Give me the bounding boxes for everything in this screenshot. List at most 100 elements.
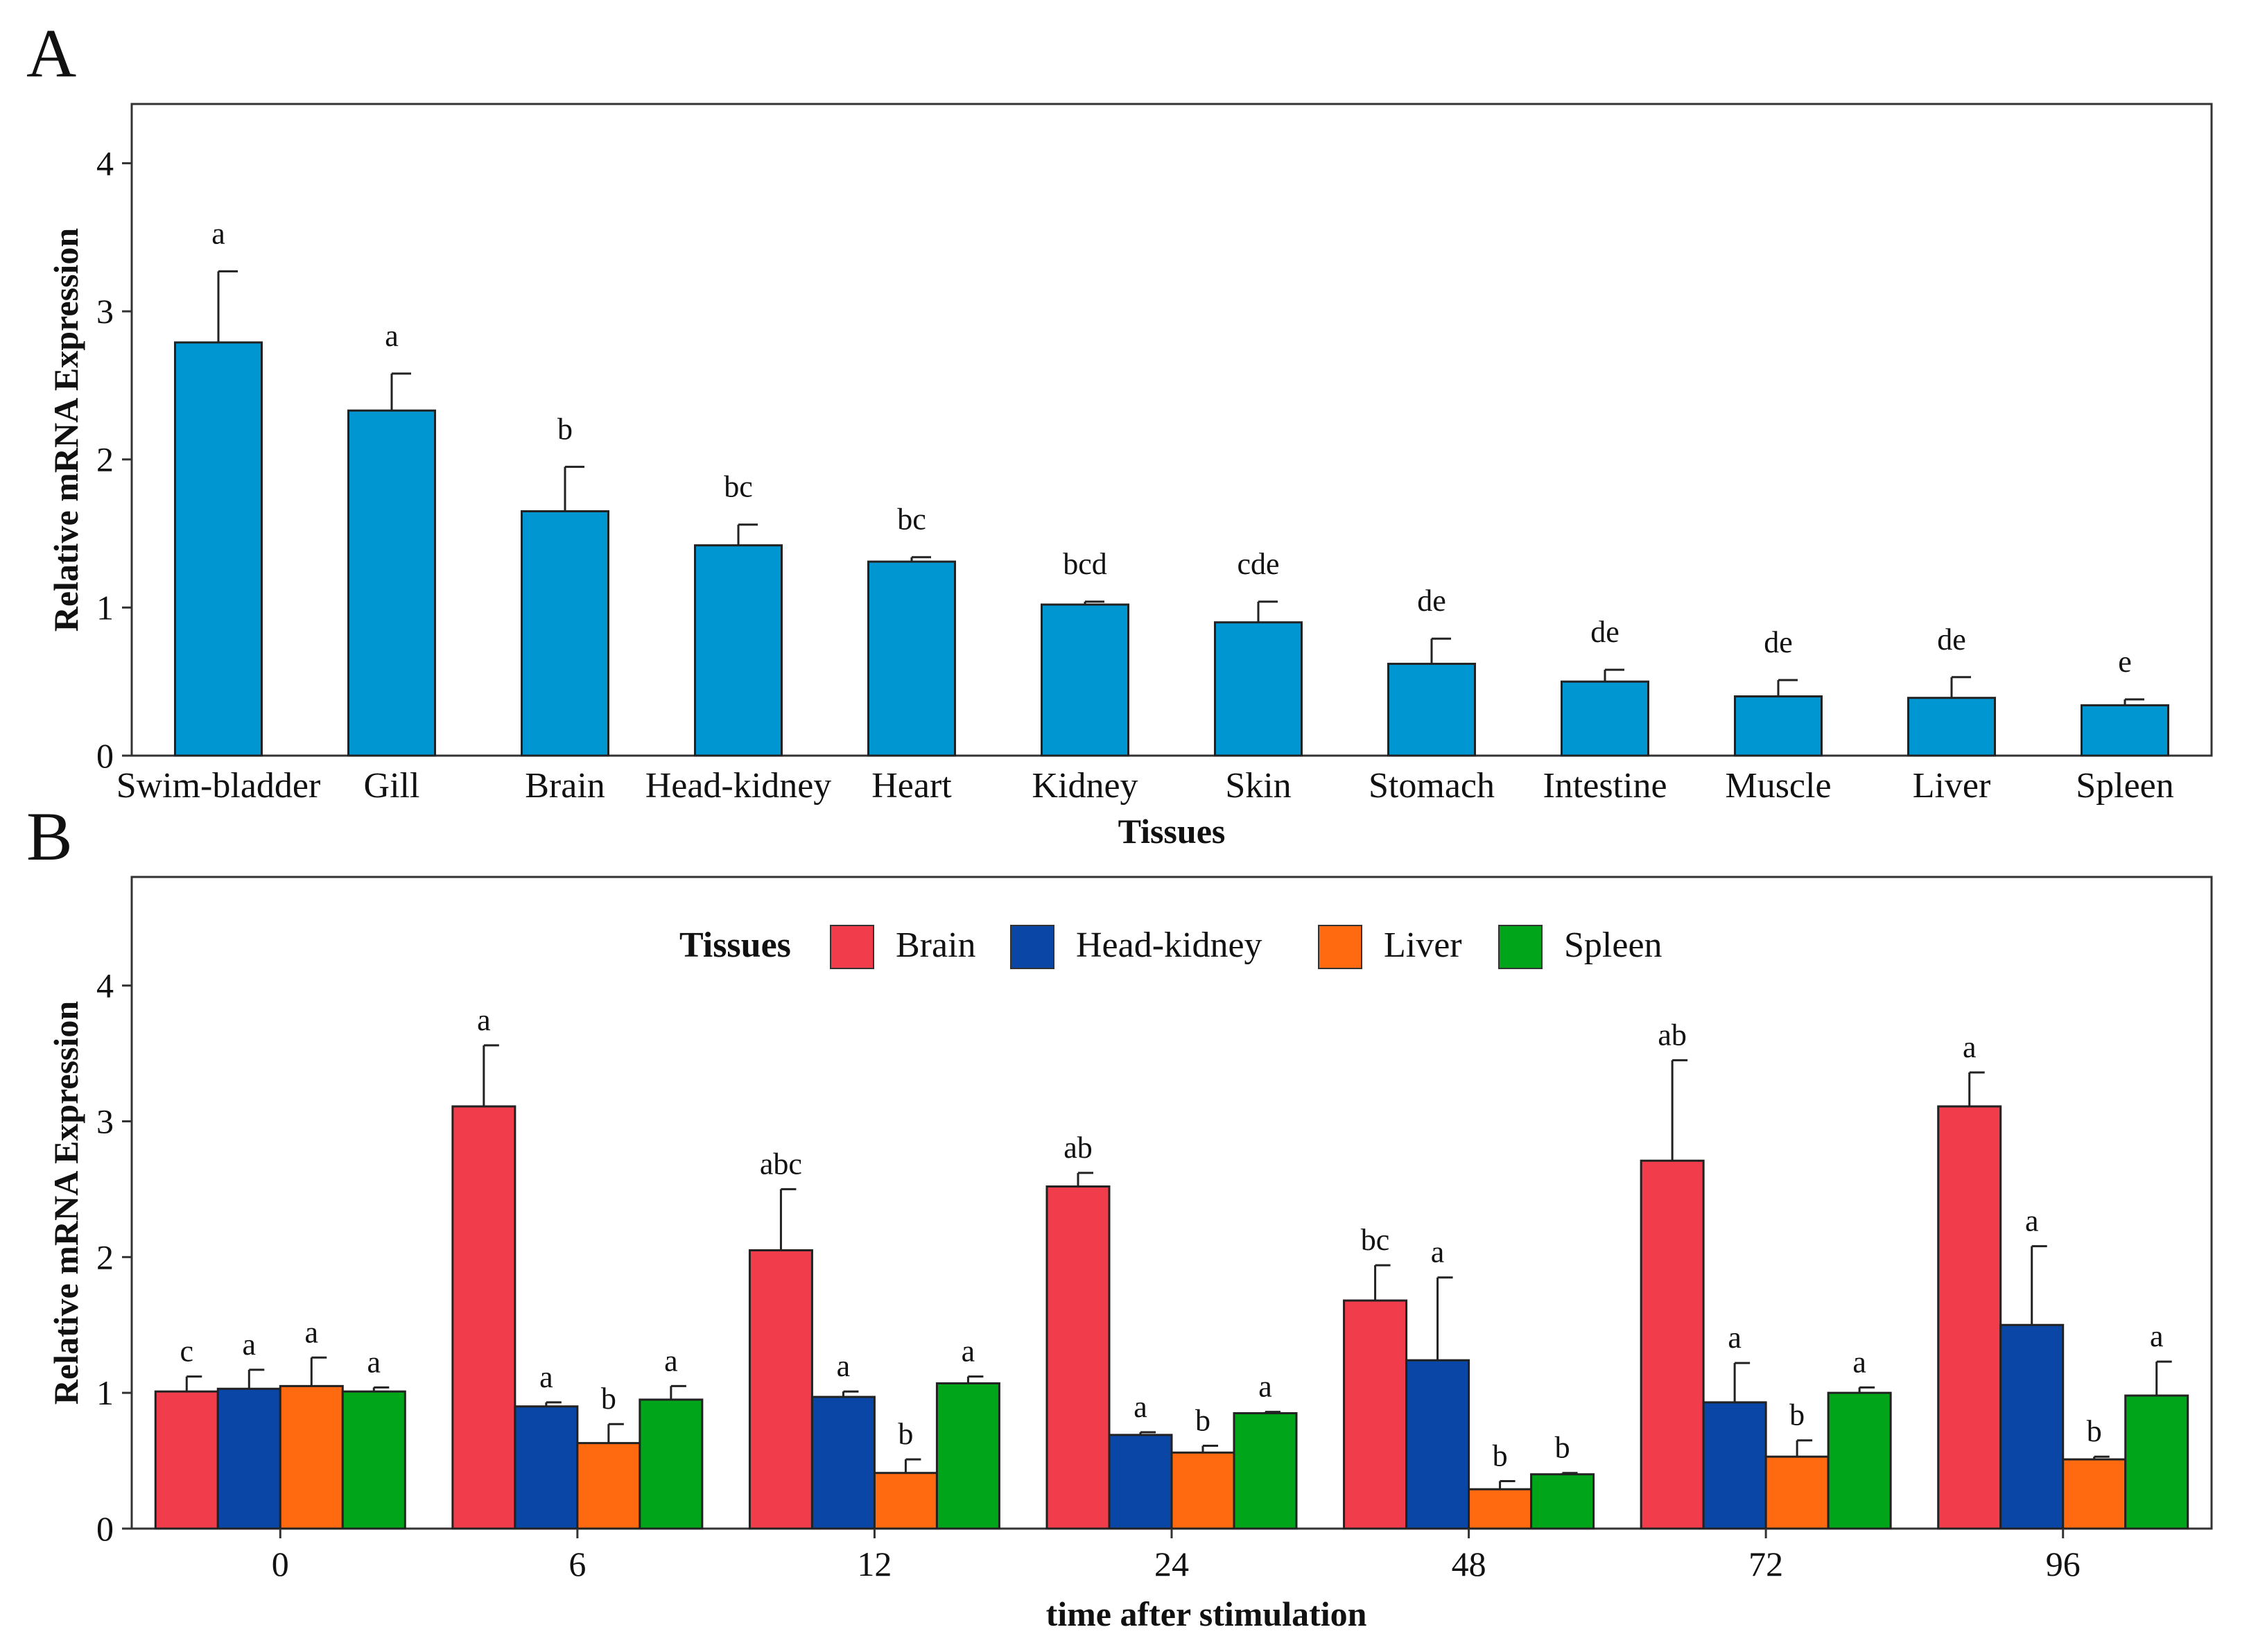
chart-b-bar-liver-t96 xyxy=(2062,1458,2127,1530)
chart-b-significance-label: abc xyxy=(760,1147,802,1181)
chart-b-significance-label: ab xyxy=(1063,1131,1093,1165)
chart-a-significance-label: e xyxy=(2118,645,2132,679)
chart-b-significance-label: a xyxy=(837,1349,851,1383)
chart-b-bar-brain-t72 xyxy=(1640,1159,1705,1530)
chart-b-bar-liver-t6 xyxy=(576,1442,641,1530)
chart-b-significance-label: b xyxy=(898,1417,913,1451)
chart-b-bar-brain-t6 xyxy=(451,1105,516,1530)
chart-a-significance-label: bcd xyxy=(1063,547,1107,581)
chart-a-y-tick-label: 0 xyxy=(96,736,114,775)
chart-a-y-tick-label: 1 xyxy=(96,588,114,627)
chart-a-significance-label: b xyxy=(557,412,573,446)
chart-b-bar-spleen-t48 xyxy=(1530,1473,1595,1530)
chart-b-bar-spleen-t24 xyxy=(1233,1412,1298,1530)
chart-b-bar-spleen-t72 xyxy=(1827,1391,1892,1530)
chart-b-significance-label: b xyxy=(601,1382,616,1416)
chart-b-bar-head-kidney-t24 xyxy=(1108,1434,1173,1530)
chart-a-plot-frame xyxy=(130,103,2213,757)
chart-a-x-axis: Swim-bladder Gill Brain Head-kidney Heart Kid… xyxy=(116,766,2174,806)
chart-b-bar-liver-t24 xyxy=(1170,1451,1235,1530)
chart-b-bar-head-kidney-t48 xyxy=(1405,1359,1470,1530)
chart-b-x-tick-label: 12 xyxy=(857,1545,892,1583)
legend-swatch-head-kidney xyxy=(1010,925,1054,969)
chart-a-significance-label: de xyxy=(1764,625,1793,659)
chart-a-tissue-expression: 0 1 2 3 4 a a b bc bc bcd cde de de de de e Swim-bladde… xyxy=(46,103,2213,851)
chart-b-significance-label: bc xyxy=(1361,1223,1390,1257)
chart-b-significance-label: a xyxy=(305,1315,319,1349)
chart-a-x-tick-label: Liver xyxy=(1913,766,1991,806)
legend-swatch-spleen xyxy=(1498,925,1543,969)
chart-b-significance-label: a xyxy=(477,1003,491,1037)
chart-b-significance-label: b xyxy=(1493,1438,1508,1472)
chart-a-y-axis: 0 1 2 3 4 xyxy=(96,144,132,775)
chart-b-bar-head-kidney-t12 xyxy=(810,1395,876,1530)
chart-b-significance-label: b xyxy=(1195,1404,1210,1438)
chart-a-y-tick-label: 3 xyxy=(96,292,114,331)
chart-b-significance-label: a xyxy=(2150,1319,2164,1353)
chart-a-significance-label: bc xyxy=(724,470,753,504)
chart-b-significance-label: a xyxy=(1258,1370,1272,1404)
chart-b-significance-label: a xyxy=(1728,1321,1742,1355)
chart-b-significance-label: a xyxy=(539,1360,553,1394)
chart-b-bar-brain-t0 xyxy=(154,1390,219,1530)
chart-b-significance-label: c xyxy=(180,1334,194,1368)
chart-b-bar-head-kidney-t96 xyxy=(1999,1323,2065,1530)
chart-a-significance-label: de xyxy=(1590,615,1620,649)
chart-b-bar-brain-t24 xyxy=(1045,1185,1111,1530)
chart-a-y-tick-label: 4 xyxy=(96,144,114,182)
legend-label-spleen: Spleen xyxy=(1564,925,1662,965)
chart-b-significance-label: a xyxy=(1852,1345,1866,1379)
chart-b-plot-frame xyxy=(130,876,2213,1530)
chart-b-significance-label: a xyxy=(1963,1030,1977,1064)
chart-b-x-tick-label: 24 xyxy=(1154,1545,1189,1583)
chart-b-bar-brain-t96 xyxy=(1937,1105,2002,1530)
chart-a-significance-label: de xyxy=(1417,584,1446,618)
chart-b-x-axis-title: time after stimulation xyxy=(1046,1594,1367,1633)
chart-a-x-tick-label: Stomach xyxy=(1369,766,1495,806)
chart-b-significance-label: a xyxy=(367,1345,381,1379)
legend-label-head-kidney: Head-kidney xyxy=(1076,925,1262,965)
chart-a-y-axis-title: Relative mRNA Expression xyxy=(46,228,85,632)
chart-b-y-axis: 0 1 2 3 4 xyxy=(96,966,132,1548)
chart-b-significance-label: b xyxy=(2087,1414,2102,1448)
legend-label-brain: Brain xyxy=(896,925,976,965)
chart-a-x-tick-label: Swim-bladder xyxy=(116,766,321,806)
chart-b-significance-label: a xyxy=(962,1334,975,1368)
legend-title: Tissues xyxy=(679,925,791,965)
chart-a-x-tick-label: Spleen xyxy=(2076,766,2174,806)
chart-b-bar-liver-t12 xyxy=(873,1472,938,1530)
chart-a-x-tick-label: Head-kidney xyxy=(645,766,832,806)
chart-b-x-tick-label: 72 xyxy=(1748,1545,1783,1583)
panel-label-a: A xyxy=(26,15,76,92)
chart-a-x-axis-title: Tissues xyxy=(1118,812,1226,851)
chart-b-y-tick-label: 4 xyxy=(96,966,114,1005)
chart-a-bar-stomach xyxy=(1387,663,1476,757)
chart-b-y-tick-label: 0 xyxy=(96,1509,114,1548)
chart-b-x-axis: 0 6 12 24 48 72 96 xyxy=(272,1529,2081,1583)
chart-b-y-tick-label: 3 xyxy=(96,1102,114,1141)
chart-a-bar-brain xyxy=(521,510,609,757)
legend-label-liver: Liver xyxy=(1384,925,1462,965)
chart-b-significance-label: a xyxy=(1134,1390,1147,1424)
chart-b-x-tick-label: 96 xyxy=(2046,1545,2081,1583)
chart-a-significance-label: a xyxy=(385,319,399,353)
chart-b-bar-head-kidney-t6 xyxy=(514,1405,579,1530)
chart-b-significance-label: a xyxy=(1431,1235,1445,1269)
chart-b-x-tick-label: 0 xyxy=(272,1545,289,1583)
chart-a-y-tick-label: 2 xyxy=(96,440,114,479)
chart-a-bar-kidney xyxy=(1041,603,1129,757)
chart-a-x-tick-label: Gill xyxy=(364,766,420,806)
chart-b-bar-liver-t72 xyxy=(1764,1455,1830,1530)
chart-a-bars: a a b bc bc bcd cde de de de de e xyxy=(174,216,2169,757)
legend-swatch-brain xyxy=(830,925,874,969)
chart-a-bar-liver xyxy=(1907,697,1996,757)
chart-a-x-tick-label: Kidney xyxy=(1032,766,1138,806)
chart-b-bar-spleen-t12 xyxy=(935,1382,1000,1530)
chart-a-bar-gill xyxy=(347,409,436,757)
chart-b-significance-label: a xyxy=(243,1328,257,1362)
chart-b-legend: Tissues Brain Head-kidney Liver Spleen xyxy=(679,925,1662,969)
chart-a-bar-intestine xyxy=(1561,680,1649,757)
